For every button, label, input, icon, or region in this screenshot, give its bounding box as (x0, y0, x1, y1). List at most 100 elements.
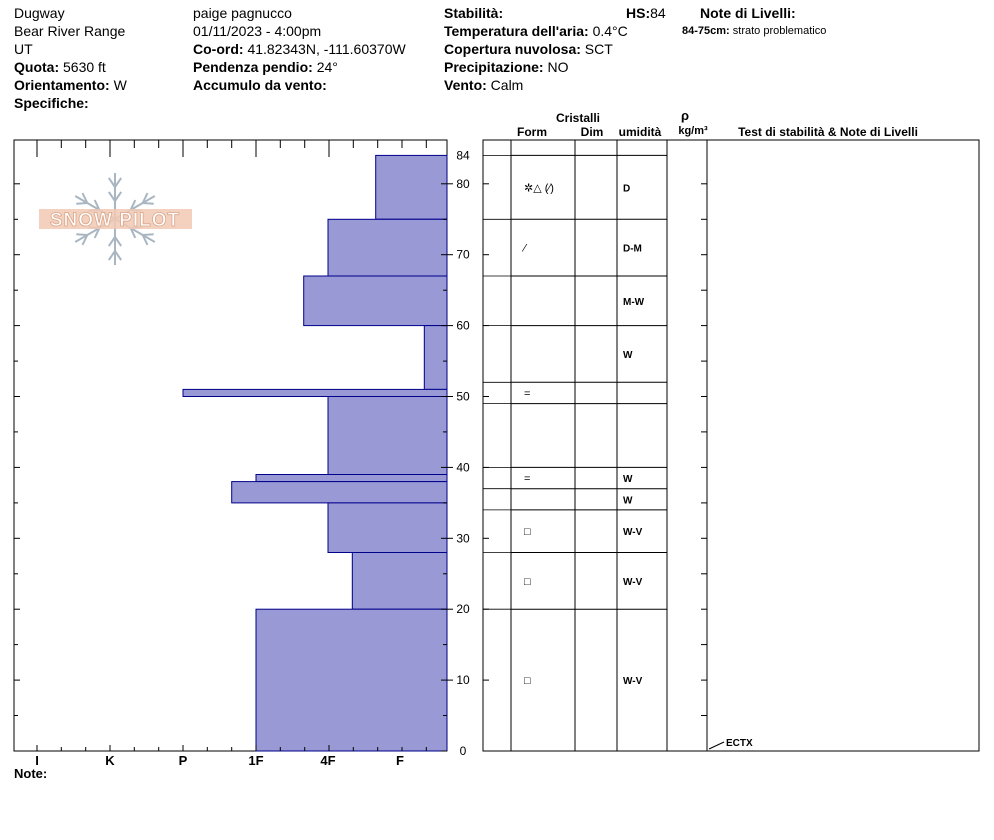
stability-test-pointer (708, 741, 725, 750)
hardness-bar (327, 218, 448, 277)
y-tick-label: 84 (456, 148, 470, 162)
snowflake-branch (114, 177, 123, 188)
layer-notes: Note di Livelli: (700, 4, 796, 22)
slope-label: Pendenza pendio: (193, 59, 313, 75)
precip-row: Precipitazione: NO (444, 58, 628, 76)
layer-note-range: 84-75cm: (682, 25, 730, 37)
layer-notes-title-row: Note di Livelli: (700, 4, 796, 22)
tests-header: Test di stabilità & Note di Livelli (738, 125, 918, 139)
x-tick-label: I (35, 753, 39, 768)
axis-ticks: 0 10 20 30 40 50 60 70 80 84 I K P 1F 4F F (14, 140, 707, 768)
range: Bear River Range (14, 23, 126, 39)
elevation-label: Quota: (14, 59, 60, 75)
y-tick-label: 40 (456, 460, 470, 474)
hardness-bar (327, 396, 448, 475)
y-tick-label: 70 (456, 248, 470, 262)
moisture-value: W-V (623, 527, 643, 538)
air-temp-label: Temperatura dell'aria: (444, 23, 589, 39)
elevation-row: Quota: 5630 ft (14, 58, 127, 76)
wind-loading-label: Accumulo da vento: (193, 77, 327, 93)
observation-info: paige pagnucco 01/11/2023 - 4:00pm Co-or… (193, 4, 406, 94)
x-tick-label: K (105, 753, 115, 768)
y-tick-label: 50 (456, 390, 470, 404)
snowflake-branch (141, 234, 149, 246)
moisture-value: W (623, 474, 633, 485)
grain-form: = (524, 473, 530, 485)
grain-form: ⁄ (521, 243, 528, 255)
aspect-row: Orientamento: W (14, 76, 127, 94)
note-label: Note: (14, 766, 47, 781)
snowflake-branch (114, 236, 123, 247)
coords-label: Co-ord: (193, 41, 244, 57)
moisture-value: W-V (623, 577, 643, 588)
moisture-value: W (623, 350, 633, 361)
logo-text: SNOW PILOT (50, 210, 180, 231)
wind-value: Calm (490, 77, 524, 93)
hardness-bar (255, 474, 448, 483)
elevation-value: 5630 ft (63, 59, 106, 75)
stability-test-label: ECTX (726, 738, 753, 749)
snowflake-branch (76, 233, 88, 236)
y-tick-label: 0 (460, 744, 467, 758)
coords-value: 41.82343N, -111.60370W (247, 41, 406, 57)
stability-label: Stabilità: (444, 5, 504, 21)
snowflake-branch (129, 227, 137, 239)
y-tick-label: 20 (456, 602, 470, 616)
sky-label: Copertura nuvolosa: (444, 41, 581, 57)
moisture-value: M-W (623, 297, 645, 308)
moisture-value: D (623, 183, 630, 194)
air-temp-value: 0.4°C (592, 23, 628, 39)
layer-table-frame (482, 139, 980, 752)
moisture-value: W (623, 495, 633, 506)
precip-label: Precipitazione: (444, 59, 544, 75)
stability-row: Stabilità: (444, 4, 628, 22)
hardness-bar (303, 275, 448, 327)
crystals-header: Cristalli (556, 111, 600, 125)
hs-label: HS: (626, 5, 651, 21)
snowflake-branch (107, 191, 116, 202)
x-tick-label: 1F (248, 753, 263, 768)
grain-form: ✲△ (⁄) (524, 182, 554, 194)
hardness-bar (351, 552, 448, 610)
specifics-label: Specifiche: (14, 95, 89, 111)
air-temp-row: Temperatura dell'aria: 0.4°C (444, 22, 628, 40)
layer-note-text: strato problematico (732, 25, 827, 37)
slope-row: Pendenza pendio: 24° (193, 58, 406, 76)
form-header: Form (517, 125, 547, 139)
snowflake-branch (81, 192, 89, 204)
snowflake-branch (107, 177, 116, 188)
y-tick-label: 80 (456, 177, 470, 191)
moisture-value: W-V (623, 676, 643, 687)
density-header: kg/m³ (678, 125, 708, 137)
wind-loading-row: Accumulo da vento: (193, 76, 406, 94)
snowflake-branch (114, 250, 123, 261)
snowflake-branch (93, 199, 101, 211)
snowflake-branch (142, 202, 154, 205)
size-header: Dim (581, 125, 604, 139)
grain-form: = (524, 388, 530, 400)
y-tick-label: 30 (456, 531, 470, 545)
weather-info: Stabilità: Temperatura dell'aria: 0.4°C … (444, 4, 628, 94)
grain-form: □ (524, 576, 531, 588)
datetime: 01/11/2023 - 4:00pm (193, 23, 322, 39)
x-tick-label: F (396, 753, 404, 768)
hardness-bar (423, 325, 448, 390)
x-tick-label: P (179, 753, 188, 768)
grain-form: □ (524, 675, 531, 687)
state: UT (14, 41, 33, 57)
wind-label: Vento: (444, 77, 487, 93)
y-tick-label: 60 (456, 319, 470, 333)
snowflake-branch (107, 250, 116, 261)
hardness-bar (231, 481, 448, 504)
snowflake-branch (93, 227, 101, 239)
aspect-value: W (113, 77, 127, 93)
grain-form: □ (524, 526, 531, 538)
hs-row: HS:84 (626, 4, 666, 22)
hardness-bar (327, 502, 448, 553)
hardness-bar (182, 388, 448, 397)
layer-note-row: 84-75cm: strato problematico (682, 22, 826, 40)
snowflake-branch (114, 191, 123, 202)
specifics-row: Specifiche: (14, 94, 127, 112)
